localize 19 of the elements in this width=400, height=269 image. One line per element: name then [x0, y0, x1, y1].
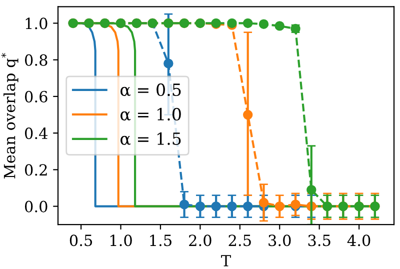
- y-tick-label: 0.4: [24, 128, 48, 140]
- x-tick-label: 2.5: [228, 234, 251, 246]
- x-tick-label: 2.0: [189, 234, 212, 246]
- legend-label: α = 1.5: [120, 132, 181, 145]
- y-tick-label: 1.0: [26, 18, 48, 30]
- y-axis-title: Mean overlap q$^{*}$: [1, 52, 18, 178]
- x-tick-label: 0.5: [70, 234, 92, 246]
- y-tick-label: 0.0: [24, 200, 48, 212]
- y-tick-label: 0.6: [24, 90, 48, 102]
- x-tick-label: 4.0: [347, 234, 370, 246]
- legend-label: α = 1.0: [120, 108, 181, 121]
- x-tick-label: 1.5: [150, 234, 172, 246]
- x-axis-title: T: [221, 255, 231, 266]
- y-tick-label: 0.2: [24, 164, 47, 176]
- y-tick-label: 0.8: [24, 54, 48, 66]
- x-tick-label: 1.0: [110, 234, 132, 246]
- legend-label: α = 0.5: [120, 83, 181, 96]
- x-tick-label: 3.5: [308, 234, 330, 246]
- x-tick-label: 3.0: [268, 234, 291, 246]
